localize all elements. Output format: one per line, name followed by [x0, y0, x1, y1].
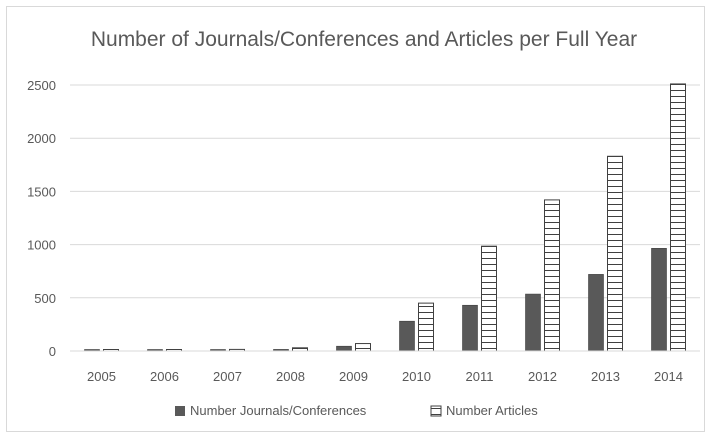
legend: Number Journals/Conferences Number Artic… — [175, 403, 538, 418]
x-tick-label-2007: 2007 — [213, 369, 242, 384]
x-tick-label-2013: 2013 — [591, 369, 620, 384]
x-tick-label-2006: 2006 — [150, 369, 179, 384]
x-tick-label-2011: 2011 — [466, 369, 494, 384]
chart-title: Number of Journals/Conferences and Artic… — [91, 28, 637, 51]
y-tick-label: 2500 — [27, 78, 56, 93]
legend-label-journals: Number Journals/Conferences — [190, 403, 367, 418]
x-tick-label-2005: 2005 — [87, 369, 116, 384]
bar-articles-2010 — [418, 302, 434, 352]
legend-swatch-journals — [175, 406, 185, 416]
bar-articles-2014 — [670, 83, 686, 352]
x-tick-label-2010: 2010 — [402, 369, 431, 384]
bars — [84, 83, 686, 352]
legend-swatch-articles — [430, 405, 442, 417]
bar-articles-2012 — [544, 199, 560, 352]
bar-journals-2009 — [336, 345, 352, 352]
x-axis-ticks: 2005 2006 2007 2008 2009 2010 2011 2012 2013 2014 — [87, 369, 683, 384]
bar-articles-2013 — [607, 155, 623, 352]
x-tick-label-2009: 2009 — [339, 369, 368, 384]
chart-frame — [6, 6, 705, 432]
bar-journals-2012 — [525, 293, 541, 352]
bar-journals-2010 — [399, 320, 415, 352]
bar-journals-2013 — [588, 274, 604, 352]
bar-articles-2011 — [481, 245, 497, 352]
y-tick-label: 1500 — [27, 184, 56, 199]
y-tick-label: 2000 — [27, 131, 56, 146]
bar-journals-2011 — [462, 304, 478, 352]
legend-label-articles: Number Articles — [446, 403, 538, 418]
gridlines — [70, 84, 700, 299]
y-tick-label: 500 — [34, 291, 56, 306]
y-axis-ticks: 0 500 1000 1500 2000 2500 — [27, 78, 56, 359]
x-tick-label-2014: 2014 — [654, 369, 683, 384]
x-tick-label-2008: 2008 — [276, 369, 305, 384]
bar-articles-2009 — [355, 343, 371, 352]
x-tick-label-2012: 2012 — [528, 369, 557, 384]
bar-journals-2014 — [651, 248, 667, 352]
y-tick-label: 1000 — [27, 238, 56, 253]
y-tick-label: 0 — [49, 344, 56, 359]
